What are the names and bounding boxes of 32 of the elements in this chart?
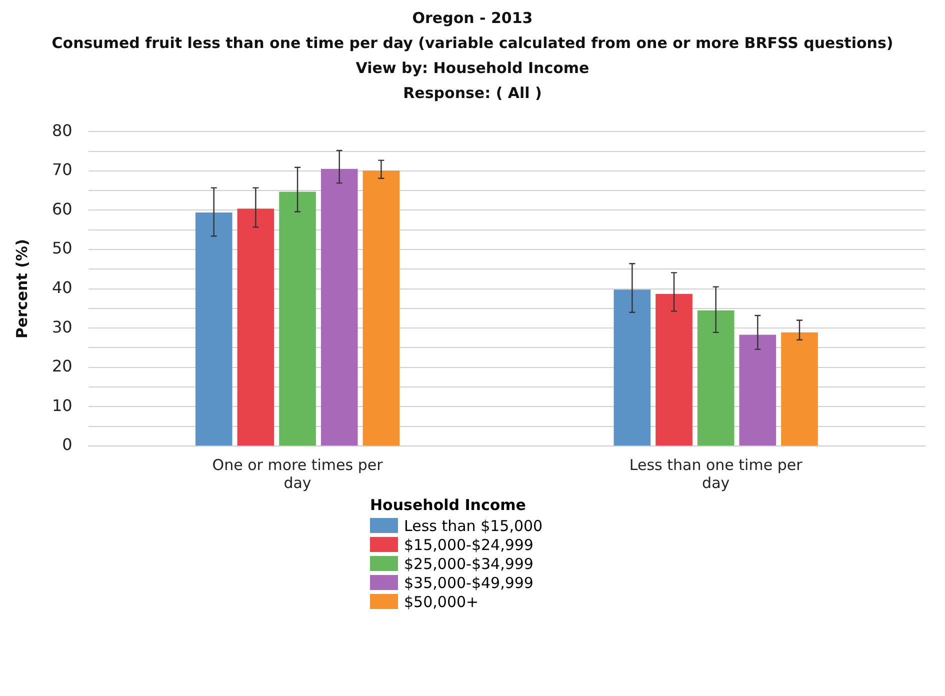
x-tick-label: Less than one time per day: [629, 456, 804, 492]
y-tick-label: 80: [52, 120, 72, 140]
y-tick-label: 50: [52, 238, 72, 258]
bar: [362, 170, 400, 446]
text: Response: ( All ): [402, 83, 543, 104]
y-tick-label: 20: [52, 356, 72, 376]
y-tick-label: 30: [52, 317, 72, 336]
bar: [697, 310, 734, 446]
legend-title: Household Income: [370, 496, 527, 514]
bar: [656, 294, 692, 446]
y-tick-label: 60: [52, 199, 72, 218]
bar: [195, 212, 232, 446]
bar: [614, 290, 651, 446]
y-tick-label: 70: [52, 160, 72, 180]
chart-title: Oregon - 2013: [411, 8, 534, 29]
bar: [279, 192, 316, 446]
y-axis-title: Percent (%): [12, 239, 31, 339]
bar: [739, 334, 776, 446]
y-tick-label: 10: [52, 396, 72, 415]
bar: [237, 208, 274, 446]
x-tick-label: One or more times per day: [212, 456, 384, 492]
bar: [320, 168, 358, 446]
y-tick-label: 40: [52, 278, 72, 297]
y-tick-label: 0: [62, 435, 72, 454]
chart-subtitle: Consumed fruit less than one time per day (variable calculated from one or more BRFSS questions): [50, 33, 894, 54]
legend-label: $15,000-$24,999: [404, 536, 534, 554]
legend-label: $35,000-$49,999: [404, 574, 534, 592]
legend-label: $25,000-$34,999: [404, 554, 534, 572]
bar: [781, 332, 818, 446]
legend-label: Less than $15,000: [404, 516, 543, 534]
text: View by: Household Income: [354, 58, 590, 79]
legend-label: $50,000+: [404, 592, 479, 610]
